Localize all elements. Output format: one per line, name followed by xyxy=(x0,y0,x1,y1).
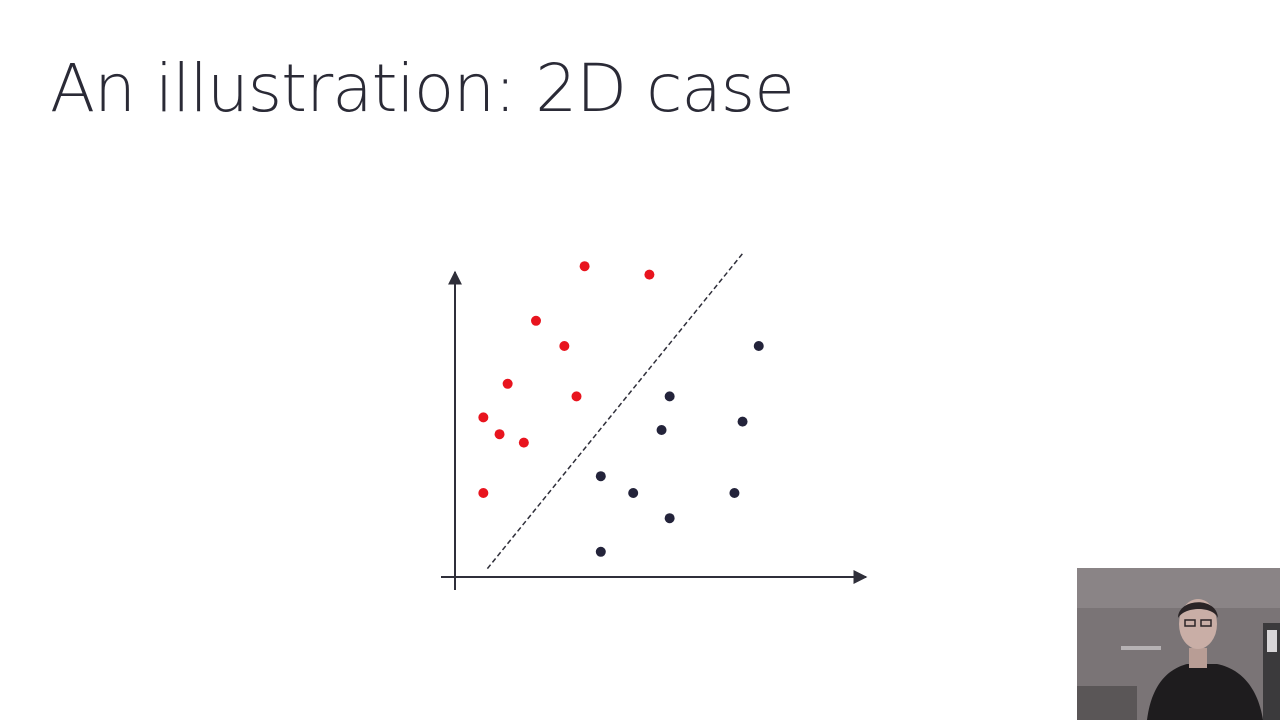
data-point-series2-5 xyxy=(595,471,606,482)
data-point-series1-7 xyxy=(478,412,489,423)
data-point-series2-9 xyxy=(595,546,606,557)
data-points xyxy=(478,261,764,557)
data-point-series1-9 xyxy=(518,437,529,448)
data-point-series1-6 xyxy=(571,391,582,402)
slide-title: An illustration: 2D case xyxy=(50,50,795,127)
data-point-series2-2 xyxy=(664,391,675,402)
data-point-series2-6 xyxy=(628,488,639,498)
data-point-series2-8 xyxy=(729,488,740,498)
data-point-series2-3 xyxy=(656,425,667,435)
data-point-series2-1 xyxy=(753,341,764,351)
data-point-series1-3 xyxy=(531,315,541,326)
presenter-webcam xyxy=(1077,568,1280,720)
data-point-series1-5 xyxy=(502,378,513,389)
data-point-series1-1 xyxy=(579,261,590,272)
data-point-series1-2 xyxy=(644,269,655,280)
data-point-series1-8 xyxy=(494,429,505,440)
decision-boundary-line xyxy=(486,253,744,570)
presenter-video-frame xyxy=(1077,568,1280,720)
data-point-series2-7 xyxy=(664,513,675,524)
data-point-series1-10 xyxy=(478,488,489,498)
data-point-series2-4 xyxy=(737,416,748,427)
data-point-series1-4 xyxy=(559,341,570,351)
